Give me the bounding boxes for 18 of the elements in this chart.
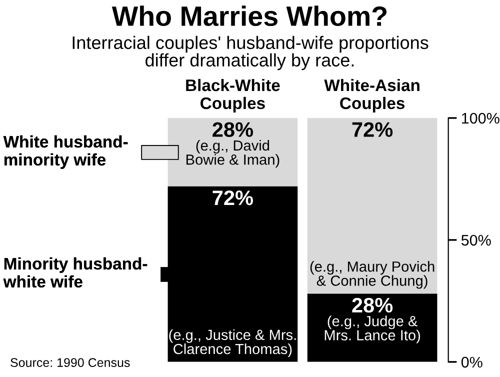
x-tick-label: White-Asian Couples — [324, 78, 420, 112]
data-label: 72% — [352, 122, 393, 137]
data-label: 28% — [212, 122, 254, 137]
source-note: Source: 1990 Census — [10, 358, 130, 367]
annotation: (e.g., Judge & Mrs. Lance Ito) — [324, 316, 420, 344]
y-tick-label: 0% — [461, 356, 482, 368]
y-tick-label: 100% — [462, 112, 500, 124]
annotation: (e.g., Justice & Mrs. Clarence Thomas) — [169, 329, 296, 358]
legend-label: White husband- minority wife — [3, 135, 128, 169]
chart-subtitle: Interracial couples' husband-wife proportions differ dramatically by race. — [72, 36, 428, 70]
x-tick-label: Black-White Couples — [186, 78, 280, 112]
legend-label: Minority husband- white wife — [3, 257, 148, 288]
annotation: (e.g., David Bowie & Iman) — [186, 140, 280, 168]
annotation: (e.g., Maury Povich & Connie Chung) — [310, 261, 434, 289]
chart-title: Who Marries Whom? — [112, 6, 387, 26]
y-tick-label: 50% — [461, 234, 491, 246]
data-label: 72% — [212, 190, 254, 206]
data-label: 28% — [352, 298, 393, 313]
